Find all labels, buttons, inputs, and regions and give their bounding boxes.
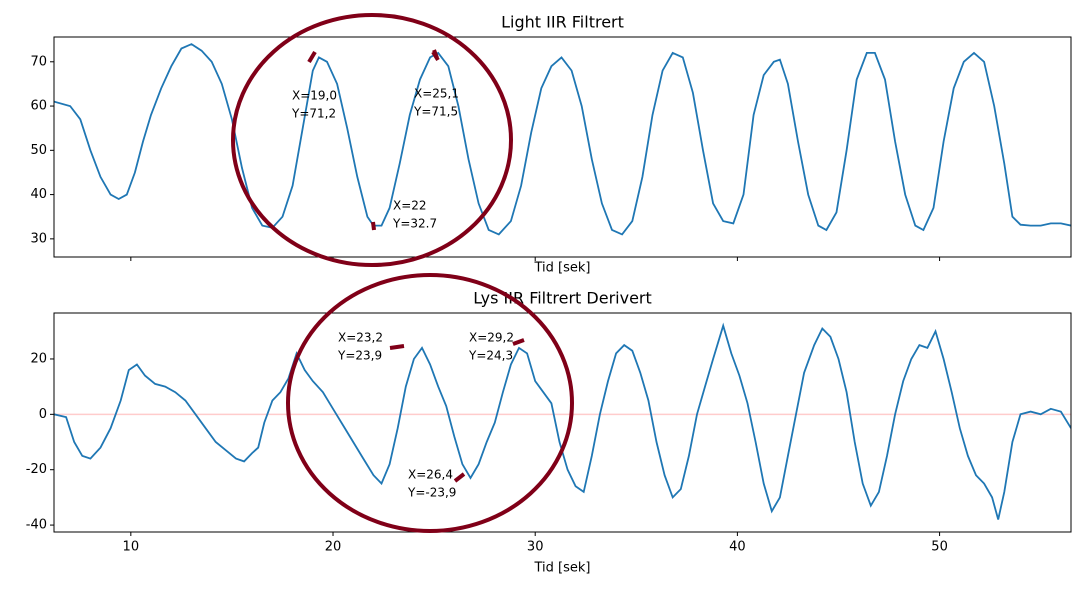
chart-title: Light IIR Filtrert [501, 13, 624, 32]
annotation: X=19,0 [292, 89, 337, 103]
x-tick-label: 30 [527, 540, 544, 555]
annotation: Y=-23,9 [407, 486, 456, 500]
y-tick-label: -40 [26, 518, 47, 533]
x-axis-label: Tid [sek] [534, 561, 591, 576]
annotation: X=25,1 [414, 87, 459, 101]
y-tick-label: 20 [30, 351, 47, 366]
hand-annotations [231, 13, 574, 533]
line [54, 322, 1071, 520]
x-axis-label: Tid [sek] [534, 261, 591, 276]
annotation: X=29,2 [469, 331, 514, 345]
circle [286, 273, 574, 533]
x-tick-label: 50 [931, 540, 948, 555]
y-tick-label: 30 [30, 231, 47, 246]
line [54, 43, 1071, 236]
y-tick-label: -20 [26, 462, 47, 477]
y-tick-label: 0 [39, 407, 47, 422]
annotation: Y=71,5 [413, 105, 458, 119]
x-tick-label: 20 [325, 540, 342, 555]
annotation: Y=71,2 [291, 107, 336, 121]
plot-frame [53, 312, 1072, 533]
annotation: Y=24,3 [468, 349, 513, 363]
annotation: Y=32.7 [392, 217, 437, 231]
scribble [431, 49, 440, 62]
annotation: Y=23,9 [337, 349, 382, 363]
y-tick-label: 60 [30, 99, 47, 114]
scribble [512, 338, 525, 346]
y-tick-label: 70 [30, 54, 47, 69]
y-tick-label: 50 [30, 143, 47, 158]
scribble [389, 344, 405, 350]
scribble [371, 221, 376, 231]
annotation: X=23,2 [338, 331, 383, 345]
annotation: X=26,4 [408, 468, 453, 482]
plots: Light IIR Filtrert Tid [sek] 30 40 50 60 70 X=1… [26, 13, 1072, 576]
y-tick-label: 40 [30, 187, 47, 202]
scribble [307, 50, 317, 64]
x-tick-label: 10 [123, 540, 140, 555]
x-tick-label: 40 [729, 540, 746, 555]
scribble [453, 472, 466, 483]
annotation: X=22 [393, 199, 427, 213]
circle [231, 13, 513, 267]
plot-frame [53, 36, 1072, 258]
